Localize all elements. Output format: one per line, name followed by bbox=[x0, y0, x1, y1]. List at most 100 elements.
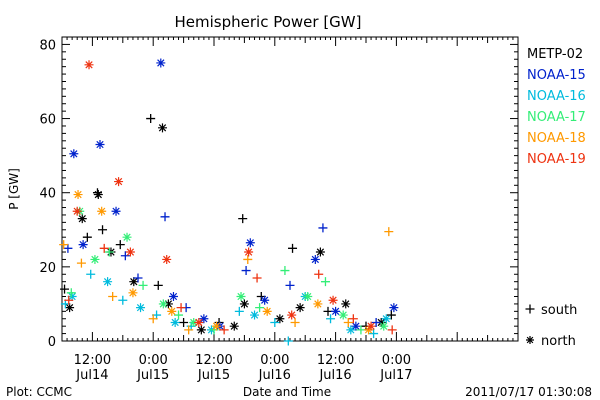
data-point-north bbox=[260, 295, 270, 305]
data-point-north bbox=[158, 299, 168, 309]
data-point-north bbox=[250, 310, 260, 320]
data-point-north bbox=[338, 310, 348, 320]
data-point-south bbox=[59, 240, 69, 250]
y-tick-label: 80 bbox=[39, 38, 56, 53]
legend-item-noaa-18: NOAA-18 bbox=[527, 131, 586, 146]
data-point-south bbox=[234, 306, 244, 316]
data-point-north bbox=[526, 336, 534, 344]
footer-timestamp: 2011/07/17 01:30:08 bbox=[465, 385, 592, 399]
data-point-north bbox=[65, 303, 75, 313]
data-point-north bbox=[72, 206, 82, 216]
series-metp-02 bbox=[60, 114, 396, 335]
data-point-north bbox=[95, 140, 105, 150]
data-point-south bbox=[219, 325, 229, 335]
y-tick-label: 0 bbox=[48, 335, 56, 350]
series-noaa-17 bbox=[66, 206, 389, 335]
data-point-north bbox=[196, 325, 206, 335]
y-tick-label: 40 bbox=[39, 187, 56, 202]
data-point-north bbox=[199, 314, 209, 324]
data-point-south bbox=[387, 325, 397, 335]
data-point-north bbox=[167, 306, 177, 316]
x-tick-date-label: Jul15 bbox=[136, 368, 169, 383]
data-point-north bbox=[93, 190, 103, 200]
data-point-north bbox=[128, 288, 138, 298]
series-noaa-18 bbox=[59, 190, 394, 335]
data-point-north bbox=[129, 277, 139, 287]
data-point-north bbox=[287, 310, 297, 320]
data-point-north bbox=[157, 123, 167, 133]
data-point-south bbox=[153, 280, 163, 290]
data-point-north bbox=[346, 325, 356, 335]
data-point-south bbox=[318, 223, 328, 233]
x-tick-date-label: Jul16 bbox=[258, 368, 291, 383]
data-point-north bbox=[189, 317, 199, 327]
legend-item-noaa-17: NOAA-17 bbox=[527, 110, 586, 125]
legend-item-noaa-16: NOAA-16 bbox=[527, 89, 586, 104]
data-point-north bbox=[262, 306, 272, 316]
data-point-south bbox=[174, 310, 184, 320]
data-point-south bbox=[241, 266, 251, 276]
data-point-north bbox=[168, 292, 178, 302]
data-point-south bbox=[133, 273, 143, 283]
x-tick-label: 0:00 bbox=[260, 353, 289, 368]
data-point-south bbox=[525, 304, 535, 314]
data-point-south bbox=[60, 284, 70, 294]
data-point-north bbox=[313, 299, 323, 309]
data-point-south bbox=[343, 317, 353, 327]
data-point-north bbox=[236, 292, 246, 302]
data-point-south bbox=[176, 303, 186, 313]
data-point-north bbox=[156, 58, 166, 68]
data-point-south bbox=[118, 295, 128, 305]
data-point-north bbox=[229, 321, 239, 331]
data-point-north bbox=[97, 206, 107, 216]
x-tick-date-label: Jul14 bbox=[75, 368, 108, 383]
data-point-north bbox=[78, 240, 88, 250]
data-point-south bbox=[148, 314, 158, 324]
data-point-north bbox=[245, 238, 255, 248]
chart-title: Hemispheric Power [GW] bbox=[175, 13, 362, 31]
series-noaa-15 bbox=[63, 58, 399, 331]
data-point-north bbox=[77, 214, 87, 224]
x-tick-date-label: Jul15 bbox=[197, 368, 230, 383]
data-point-south bbox=[179, 317, 189, 327]
data-point-south bbox=[238, 214, 248, 224]
data-point-south bbox=[184, 325, 194, 335]
series-noaa-16 bbox=[60, 269, 391, 346]
symbol-legend-north: north bbox=[541, 334, 576, 349]
data-point-north bbox=[379, 321, 389, 331]
legend-item-noaa-19: NOAA-19 bbox=[527, 152, 586, 167]
x-tick-label: 12:00 bbox=[74, 353, 111, 368]
data-point-north bbox=[295, 303, 305, 313]
data-point-south bbox=[280, 266, 290, 276]
x-tick-date-label: Jul16 bbox=[318, 368, 351, 383]
data-point-north bbox=[194, 317, 204, 327]
data-point-south bbox=[356, 325, 366, 335]
data-point-north bbox=[170, 317, 180, 327]
data-point-south bbox=[108, 292, 118, 302]
data-point-south bbox=[120, 251, 130, 261]
data-point-south bbox=[371, 317, 381, 327]
data-point-north bbox=[376, 317, 386, 327]
y-tick-label: 60 bbox=[39, 113, 56, 128]
data-point-north bbox=[136, 303, 146, 313]
data-point-south bbox=[285, 280, 295, 290]
data-point-south bbox=[323, 306, 333, 316]
x-tick-label: 0:00 bbox=[139, 353, 168, 368]
data-point-south bbox=[369, 329, 379, 339]
x-axis-label: Date and Time bbox=[243, 385, 331, 399]
data-point-south bbox=[384, 227, 394, 237]
data-point-north bbox=[389, 303, 399, 313]
x-tick-label: 12:00 bbox=[317, 353, 354, 368]
data-point-north bbox=[364, 325, 374, 335]
data-point-south bbox=[252, 273, 262, 283]
symbol-legend-south: south bbox=[541, 303, 577, 318]
data-point-north bbox=[111, 206, 121, 216]
data-point-south bbox=[138, 280, 148, 290]
legend-item-noaa-15: NOAA-15 bbox=[527, 68, 586, 83]
data-point-north bbox=[114, 177, 124, 187]
data-point-north bbox=[341, 299, 351, 309]
data-point-south bbox=[104, 247, 114, 257]
y-axis-label: P [GW] bbox=[7, 168, 21, 210]
data-point-south bbox=[160, 212, 170, 222]
